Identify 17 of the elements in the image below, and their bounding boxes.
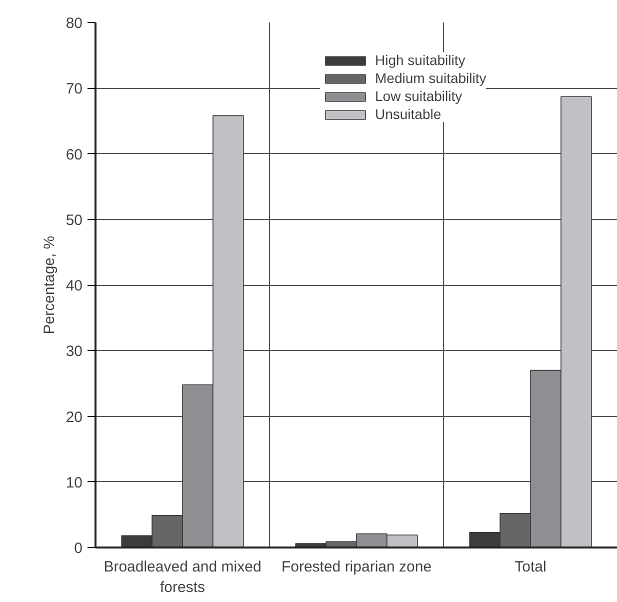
y-tick-label: 20	[66, 408, 83, 426]
x-tick-label: Broadleaved and mixed forests	[104, 558, 262, 596]
legend-label: High suitability	[375, 52, 466, 68]
y-tick-label: 0	[74, 540, 82, 557]
legend-label: Medium suitability	[375, 70, 486, 86]
y-tick-label: 10	[66, 474, 83, 492]
legend-label: Low suitability	[375, 88, 462, 104]
y-tick-label: 70	[66, 80, 83, 98]
x-tick-label: Total	[514, 558, 546, 576]
y-tick-label: 40	[66, 278, 83, 294]
y-tick-label: 80	[66, 15, 83, 32]
legend-label: Unsuitable	[375, 106, 442, 122]
y-tick-label: 50	[66, 212, 83, 229]
y-tick-label: 30	[66, 343, 83, 360]
x-tick-label: Forested riparian zone	[281, 558, 432, 576]
y-axis-title: Percentage, %	[40, 236, 58, 334]
y-tick-label: 60	[66, 146, 83, 164]
